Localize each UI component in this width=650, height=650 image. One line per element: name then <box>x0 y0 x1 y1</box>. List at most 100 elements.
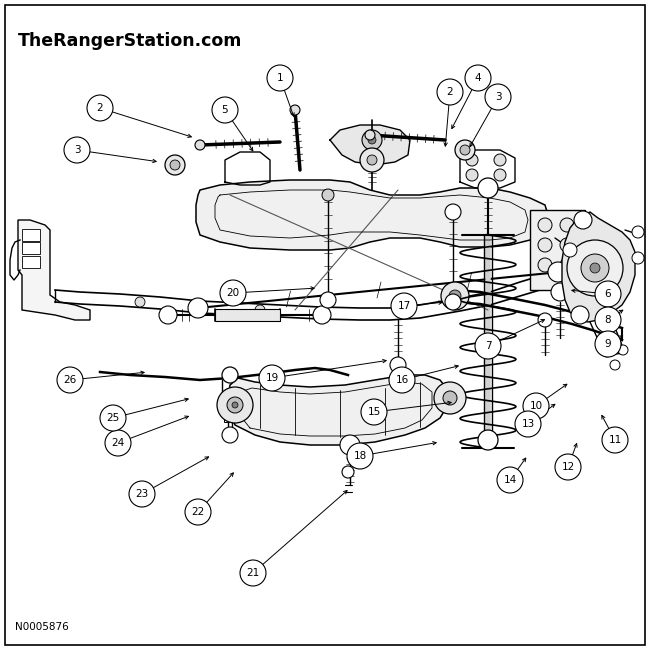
Text: 14: 14 <box>503 475 517 485</box>
Bar <box>215 309 280 321</box>
Circle shape <box>222 367 238 383</box>
Circle shape <box>360 148 384 172</box>
Circle shape <box>57 367 83 393</box>
Circle shape <box>391 293 417 319</box>
Circle shape <box>571 306 589 324</box>
Circle shape <box>367 155 377 165</box>
Text: 3: 3 <box>73 145 81 155</box>
Circle shape <box>445 294 461 310</box>
Text: 8: 8 <box>604 315 611 325</box>
Text: 19: 19 <box>265 373 279 383</box>
Text: 6: 6 <box>604 289 611 299</box>
Circle shape <box>227 397 243 413</box>
Circle shape <box>320 292 336 308</box>
Circle shape <box>222 427 238 443</box>
Text: 21: 21 <box>246 568 259 578</box>
Circle shape <box>342 466 354 478</box>
Circle shape <box>347 443 373 469</box>
Text: 2: 2 <box>447 87 453 97</box>
Circle shape <box>560 258 574 272</box>
Circle shape <box>551 283 569 301</box>
Circle shape <box>574 211 592 229</box>
Circle shape <box>365 130 375 140</box>
Circle shape <box>195 140 205 150</box>
Circle shape <box>595 331 621 357</box>
Text: 26: 26 <box>64 375 77 385</box>
Text: 11: 11 <box>608 435 621 445</box>
Text: 10: 10 <box>530 401 543 411</box>
Circle shape <box>361 399 387 425</box>
Circle shape <box>443 391 457 405</box>
Circle shape <box>267 65 293 91</box>
Text: 1: 1 <box>277 73 283 83</box>
Text: 4: 4 <box>474 73 481 83</box>
Circle shape <box>475 333 501 359</box>
Circle shape <box>87 95 113 121</box>
Circle shape <box>259 365 285 391</box>
Circle shape <box>465 65 491 91</box>
Circle shape <box>610 360 620 370</box>
Circle shape <box>455 140 475 160</box>
Circle shape <box>632 226 644 238</box>
Circle shape <box>195 302 205 312</box>
Bar <box>22 256 40 268</box>
Bar <box>22 229 40 241</box>
Polygon shape <box>562 212 635 322</box>
Polygon shape <box>196 180 548 250</box>
Text: 5: 5 <box>222 105 228 115</box>
Circle shape <box>368 136 376 144</box>
Bar <box>22 242 40 254</box>
Bar <box>224 416 232 422</box>
Text: 16: 16 <box>395 375 409 385</box>
Circle shape <box>185 499 211 525</box>
Circle shape <box>220 280 246 306</box>
Circle shape <box>100 405 126 431</box>
Circle shape <box>315 308 325 318</box>
Circle shape <box>217 387 253 423</box>
Circle shape <box>595 307 621 333</box>
Text: 23: 23 <box>135 489 149 499</box>
Text: 9: 9 <box>604 339 611 349</box>
Text: 2: 2 <box>97 103 103 113</box>
Circle shape <box>170 160 180 170</box>
Circle shape <box>129 481 155 507</box>
Circle shape <box>105 430 131 456</box>
Circle shape <box>567 240 623 296</box>
Circle shape <box>595 281 621 307</box>
Bar <box>530 210 585 290</box>
Circle shape <box>255 305 265 315</box>
Circle shape <box>618 345 628 355</box>
Circle shape <box>449 290 461 302</box>
Circle shape <box>290 105 300 115</box>
Text: 22: 22 <box>191 507 205 517</box>
Circle shape <box>602 347 612 357</box>
Circle shape <box>538 218 552 232</box>
Circle shape <box>478 430 498 450</box>
Circle shape <box>165 155 185 175</box>
Circle shape <box>64 137 90 163</box>
Circle shape <box>466 154 478 166</box>
Circle shape <box>560 238 574 252</box>
Circle shape <box>548 262 568 282</box>
Text: 3: 3 <box>495 92 501 102</box>
Circle shape <box>390 357 406 373</box>
Circle shape <box>563 243 577 257</box>
Circle shape <box>441 282 469 310</box>
Circle shape <box>497 467 523 493</box>
Circle shape <box>494 154 506 166</box>
Text: 15: 15 <box>367 407 381 417</box>
Bar <box>224 406 232 412</box>
Polygon shape <box>18 220 90 320</box>
Circle shape <box>538 313 552 327</box>
Circle shape <box>340 435 360 455</box>
Circle shape <box>188 298 208 318</box>
Circle shape <box>135 297 145 307</box>
Circle shape <box>445 204 461 220</box>
Circle shape <box>602 427 628 453</box>
Text: N0005876: N0005876 <box>15 622 69 632</box>
Circle shape <box>590 263 600 273</box>
Circle shape <box>460 145 470 155</box>
Text: 7: 7 <box>485 341 491 351</box>
Circle shape <box>555 454 581 480</box>
Circle shape <box>560 218 574 232</box>
